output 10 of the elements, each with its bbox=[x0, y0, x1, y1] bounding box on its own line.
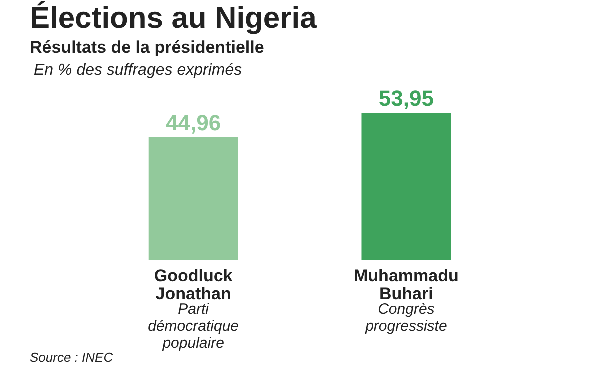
data-label: 53,95 bbox=[378, 86, 434, 111]
text: En % des suffrages exprimés bbox=[34, 62, 242, 80]
chart-title: Élections au Nigeria bbox=[30, 2, 317, 36]
data-label: 44,96 bbox=[166, 110, 222, 136]
source-note: Source : INEC bbox=[30, 350, 114, 365]
chart-subtitle: Résultats de la présidentielle bbox=[30, 38, 264, 58]
x-tick-label: Goodluck Jonathan bbox=[154, 266, 234, 304]
x-tick-label: Muhammadu Buhari bbox=[354, 266, 459, 304]
text: Congrès progressiste bbox=[364, 301, 448, 335]
text: Parti démocratique populaire bbox=[148, 301, 240, 352]
